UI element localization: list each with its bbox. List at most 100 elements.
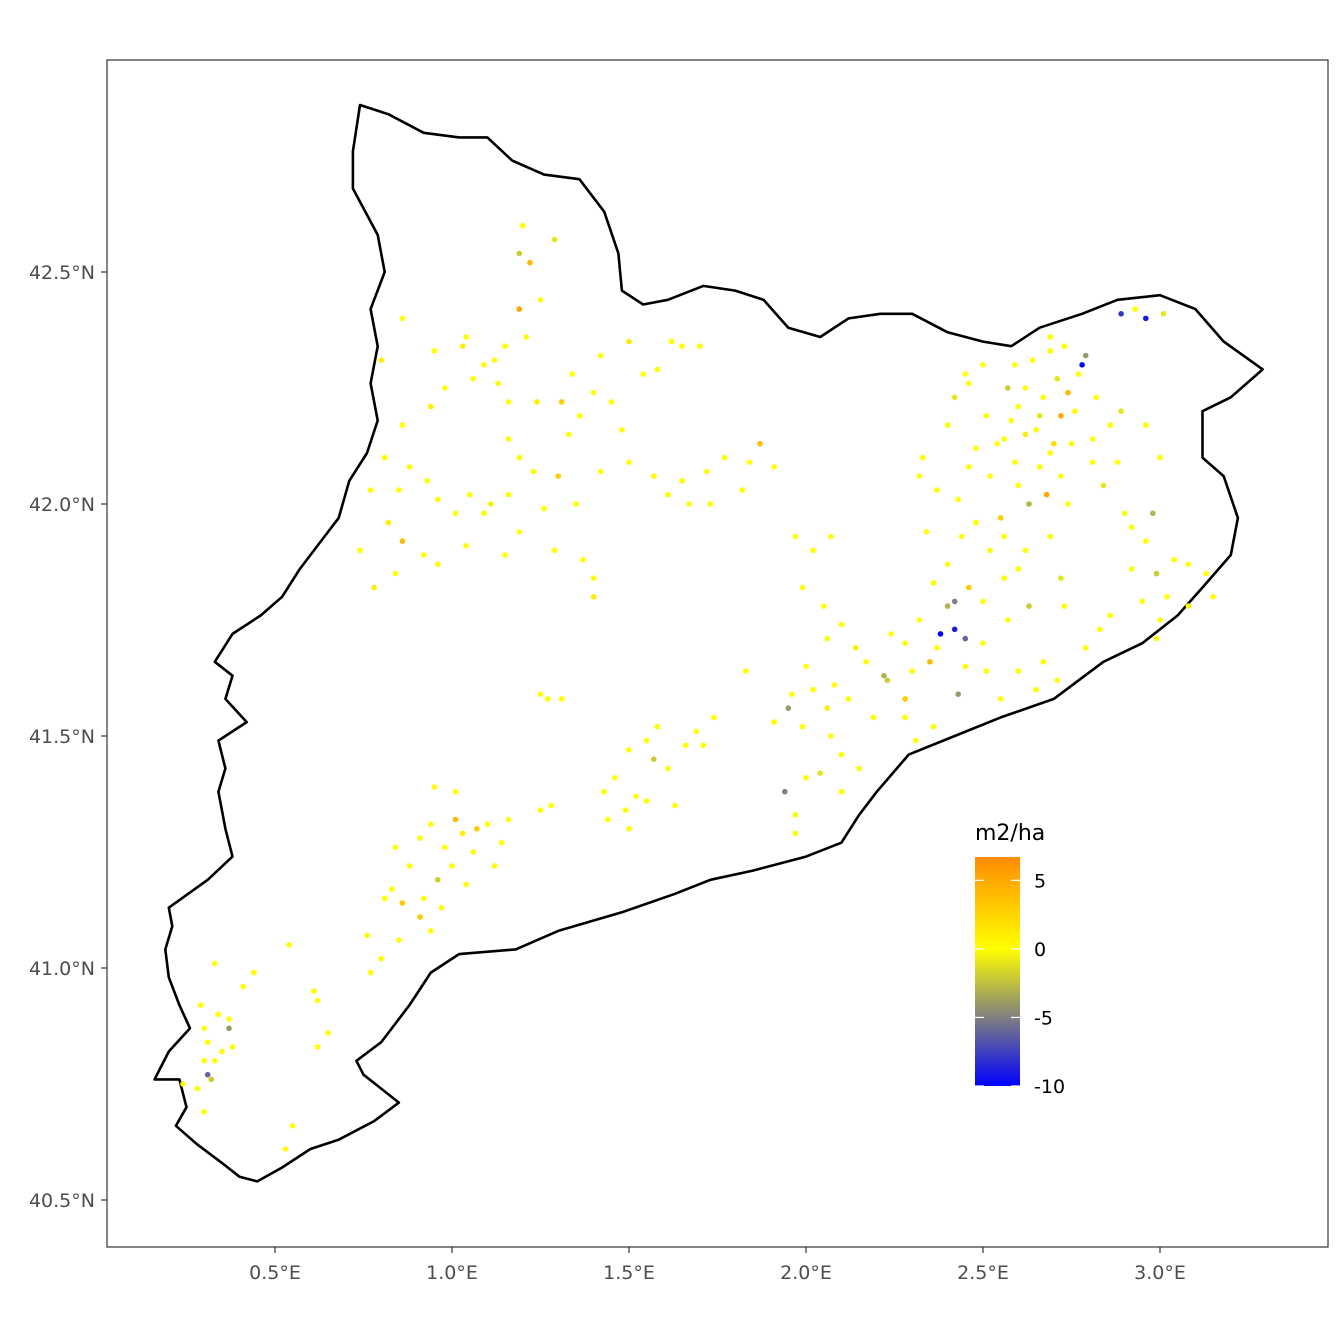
sample-point <box>498 839 505 846</box>
sample-point <box>930 580 937 586</box>
sample-point <box>1061 343 1068 350</box>
sample-point <box>951 626 958 633</box>
sample-point <box>1097 626 1103 633</box>
sample-point <box>516 306 523 312</box>
sample-point <box>693 728 700 735</box>
sample-point <box>831 682 838 688</box>
sample-point <box>1185 561 1192 568</box>
sample-point <box>966 464 972 470</box>
sample-point <box>1157 454 1163 461</box>
sample-point <box>1047 450 1054 456</box>
sample-point <box>654 723 661 730</box>
sample-point <box>452 816 459 823</box>
sample-point <box>955 691 961 697</box>
sample-point <box>396 937 402 943</box>
sample-point <box>612 775 618 781</box>
sample-point <box>1015 566 1022 572</box>
sample-point <box>626 459 632 466</box>
sample-point <box>626 338 632 345</box>
sample-point <box>573 501 579 507</box>
x-tick-label: 3.0°E <box>1134 1262 1186 1284</box>
sample-point <box>782 788 788 795</box>
sample-point <box>502 552 508 558</box>
sample-point <box>1128 566 1135 572</box>
sample-point <box>934 645 940 651</box>
sample-point <box>597 468 604 475</box>
sample-point <box>1082 352 1089 359</box>
sample-point <box>357 547 363 554</box>
sample-point <box>1047 348 1054 354</box>
sample-point <box>590 389 597 396</box>
sample-point <box>527 259 533 266</box>
sample-point <box>1036 413 1043 419</box>
sample-point <box>555 473 561 480</box>
sample-point <box>980 362 986 368</box>
sample-point <box>438 904 445 911</box>
sample-point <box>1075 371 1082 377</box>
sample-point <box>180 1081 186 1087</box>
sample-point <box>435 561 441 568</box>
sample-point <box>399 315 406 322</box>
sample-point <box>212 960 218 967</box>
sample-point <box>282 1146 289 1152</box>
sample-point <box>643 798 650 804</box>
sample-point <box>1118 311 1124 317</box>
legend-break-label: -5 <box>1034 1007 1053 1029</box>
legend-break-label: 5 <box>1034 870 1046 892</box>
sample-point <box>792 812 799 818</box>
sample-point <box>651 473 657 480</box>
sample-point <box>481 510 487 517</box>
sample-point <box>856 765 862 772</box>
sample-point <box>1153 570 1160 577</box>
sample-point <box>212 1058 218 1064</box>
sample-point <box>523 334 530 340</box>
sample-point <box>481 362 487 368</box>
sample-point <box>226 1016 232 1022</box>
sample-point <box>534 399 540 405</box>
sample-point <box>902 714 908 721</box>
sample-point <box>544 696 551 702</box>
sample-point <box>1005 617 1011 623</box>
sample-point <box>619 427 625 433</box>
y-tick-label: 41.5°N <box>29 726 95 748</box>
sample-point <box>442 385 448 391</box>
sample-point <box>381 895 388 902</box>
sample-point <box>197 1002 204 1008</box>
sample-point <box>1047 334 1054 340</box>
sample-point <box>484 821 491 827</box>
sample-point <box>1008 417 1015 424</box>
sample-point <box>824 705 830 711</box>
sample-point <box>463 334 470 340</box>
sample-point <box>541 505 547 512</box>
sample-point <box>491 357 498 364</box>
sample-point <box>679 478 685 484</box>
sample-point <box>215 1011 222 1018</box>
sample-point <box>916 617 923 623</box>
sample-point <box>226 1025 232 1032</box>
sample-point <box>219 1048 225 1055</box>
sample-point <box>973 519 979 526</box>
sample-point <box>1001 436 1007 442</box>
sample-point <box>1012 459 1018 466</box>
sample-point <box>1089 459 1096 466</box>
sample-point <box>417 835 423 841</box>
sample-point <box>459 830 466 837</box>
sample-point <box>1015 403 1022 410</box>
sample-point <box>470 375 477 382</box>
sample-point <box>520 222 526 229</box>
sample-point <box>417 914 423 920</box>
sample-point <box>1107 422 1114 428</box>
sample-point <box>1022 431 1029 438</box>
sample-point <box>1043 491 1050 498</box>
sample-point <box>810 686 816 693</box>
y-tick-label: 42.0°N <box>29 494 95 516</box>
sample-point <box>1040 659 1046 665</box>
sample-point <box>516 529 523 535</box>
color-legend: m2/ha 5 0 -5 -10 <box>975 821 1065 1098</box>
sample-point <box>314 1044 321 1050</box>
sample-point <box>1157 617 1163 623</box>
sample-point <box>1164 594 1170 600</box>
sample-point <box>1150 510 1156 517</box>
